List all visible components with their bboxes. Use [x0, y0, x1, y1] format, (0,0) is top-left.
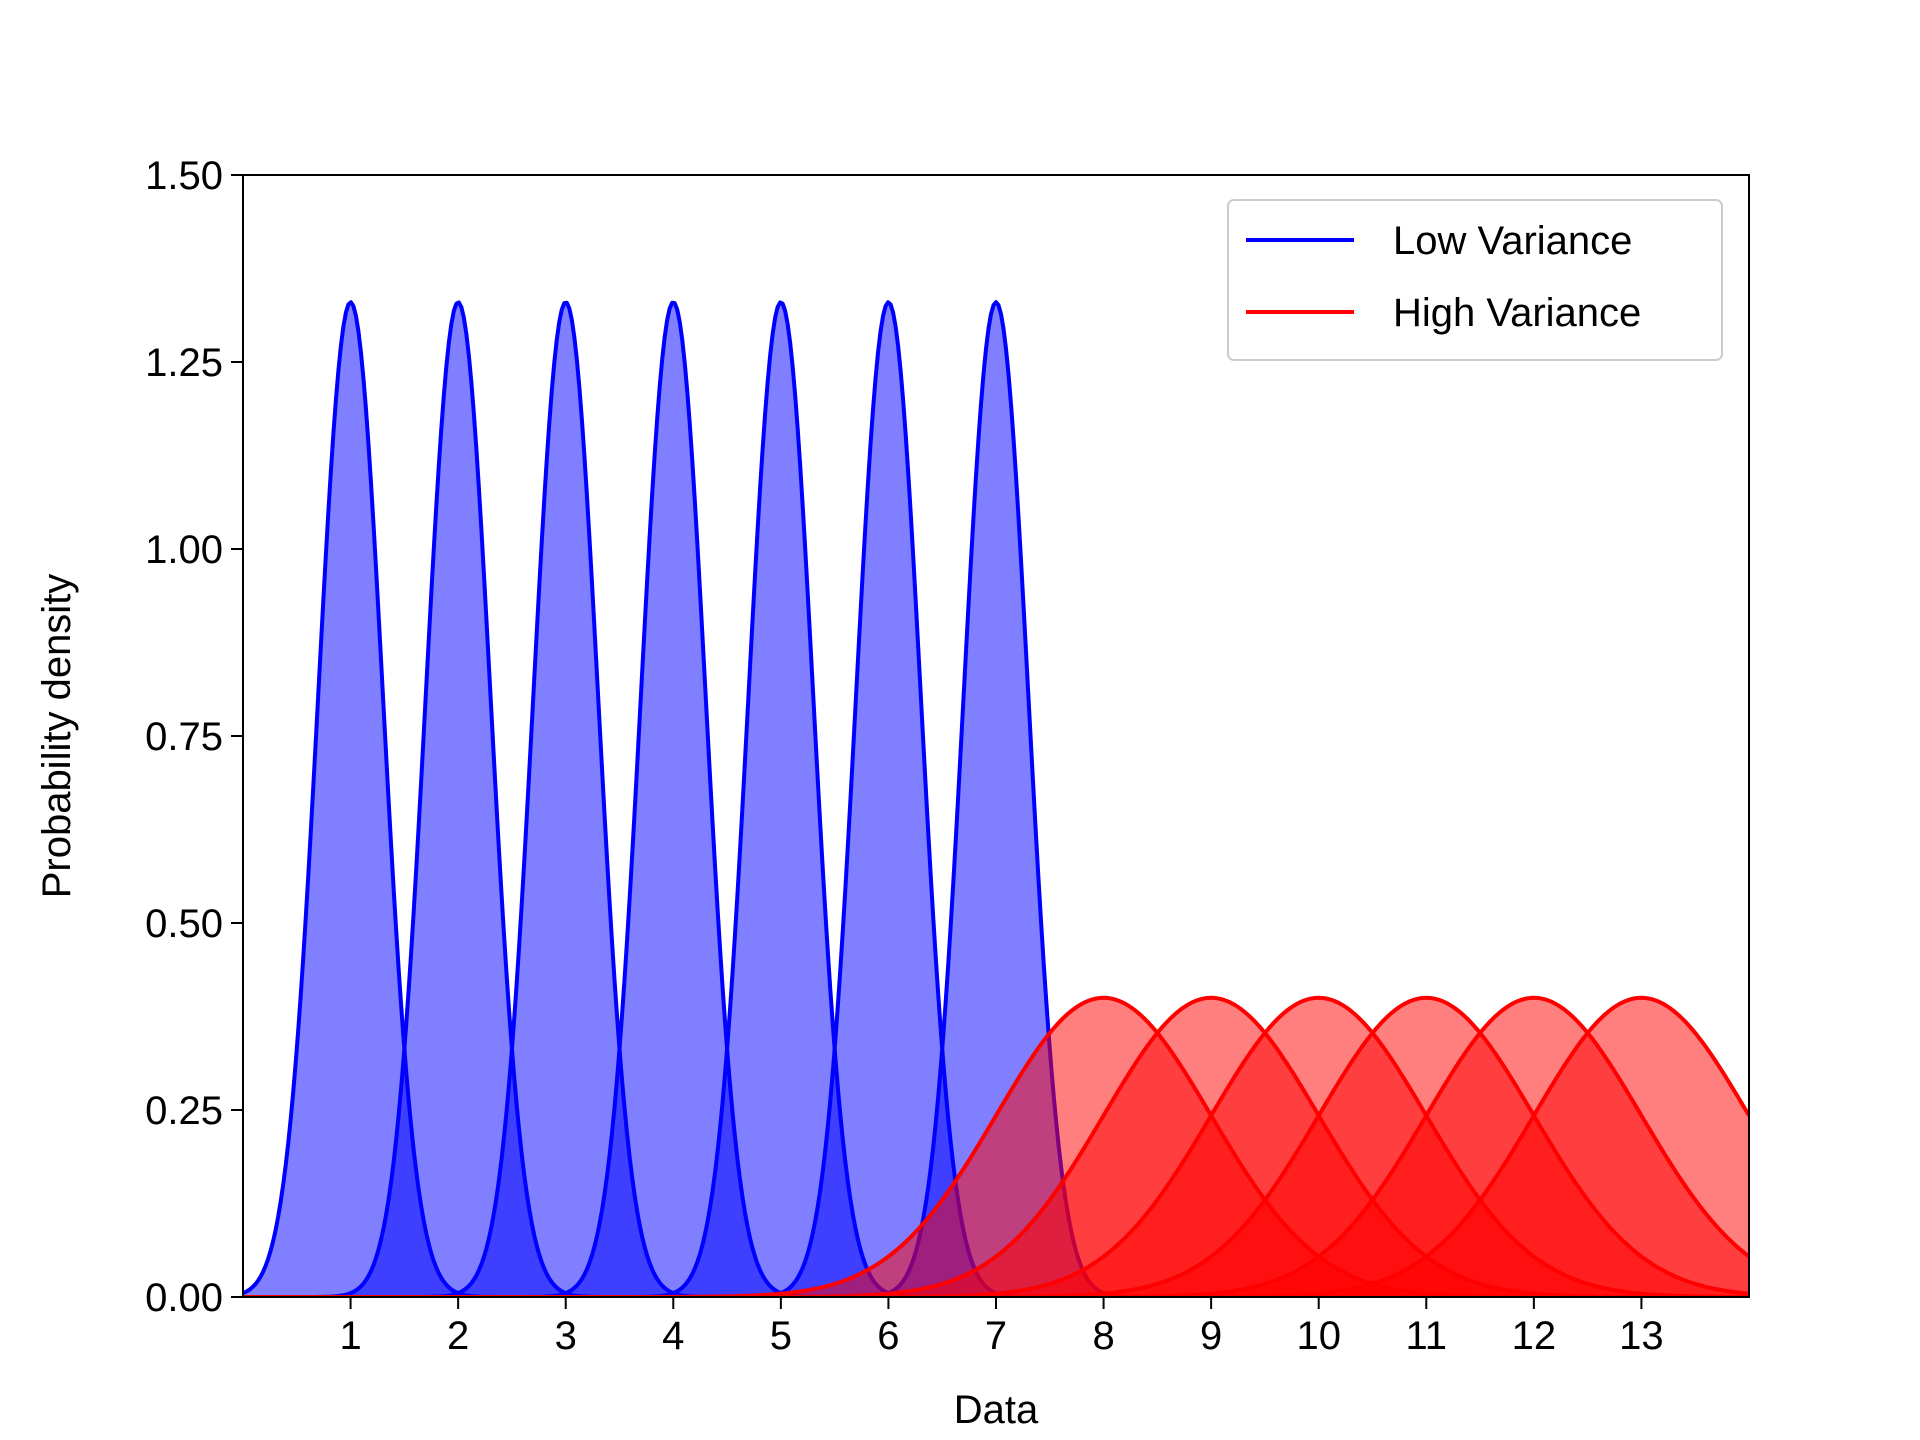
x-tick-label: 4 — [662, 1314, 684, 1358]
x-tick-label: 5 — [770, 1314, 792, 1358]
density-fill-high-variance-13 — [243, 997, 1749, 1297]
x-tick-label: 8 — [1092, 1314, 1114, 1358]
x-tick-label: 2 — [447, 1314, 469, 1358]
legend: Low Variance High Variance — [1227, 199, 1723, 361]
x-tick-label: 13 — [1619, 1314, 1664, 1358]
density-curve-low-variance-7 — [243, 300, 1749, 1297]
density-fill-low-variance-2 — [243, 302, 1749, 1297]
density-curve-low-variance-3 — [243, 300, 1749, 1297]
x-axis-ticks: 1 2 3 4 5 6 7 8 9 10 11 12 13 — [339, 1297, 1664, 1358]
y-axis-label: Probability density — [35, 574, 79, 899]
x-tick-label: 1 — [339, 1314, 361, 1358]
x-tick-label: 12 — [1512, 1314, 1557, 1358]
density-fill-high-variance-12 — [243, 997, 1749, 1297]
density-curve-high-variance-12 — [243, 995, 1749, 1297]
density-curve-low-variance-2 — [243, 300, 1749, 1297]
y-tick-label: 0.00 — [145, 1276, 223, 1320]
x-tick-label: 10 — [1296, 1314, 1341, 1358]
y-tick-label: 1.50 — [145, 154, 223, 198]
legend-label-high-variance: High Variance — [1393, 291, 1641, 335]
legend-label-low-variance: Low Variance — [1393, 219, 1632, 263]
y-tick-label: 1.25 — [145, 341, 223, 385]
y-tick-label: 0.50 — [145, 902, 223, 946]
x-tick-label: 7 — [985, 1314, 1007, 1358]
y-tick-label: 1.00 — [145, 528, 223, 572]
x-tick-label: 3 — [555, 1314, 577, 1358]
density-curve-high-variance-13 — [243, 995, 1749, 1297]
curves-layer — [243, 300, 1749, 1297]
y-tick-label: 0.75 — [145, 715, 223, 759]
x-tick-label: 9 — [1200, 1314, 1222, 1358]
density-fill-low-variance-7 — [243, 302, 1749, 1297]
x-tick-label: 6 — [877, 1314, 899, 1358]
density-fill-high-variance-8 — [243, 997, 1749, 1297]
y-tick-label: 0.25 — [145, 1089, 223, 1133]
y-axis-ticks: 0.00 0.25 0.50 0.75 1.00 1.25 1.50 — [145, 154, 243, 1320]
density-fill-low-variance-3 — [243, 302, 1749, 1297]
x-tick-label: 11 — [1406, 1314, 1448, 1358]
x-axis-label: Data — [954, 1388, 1039, 1432]
